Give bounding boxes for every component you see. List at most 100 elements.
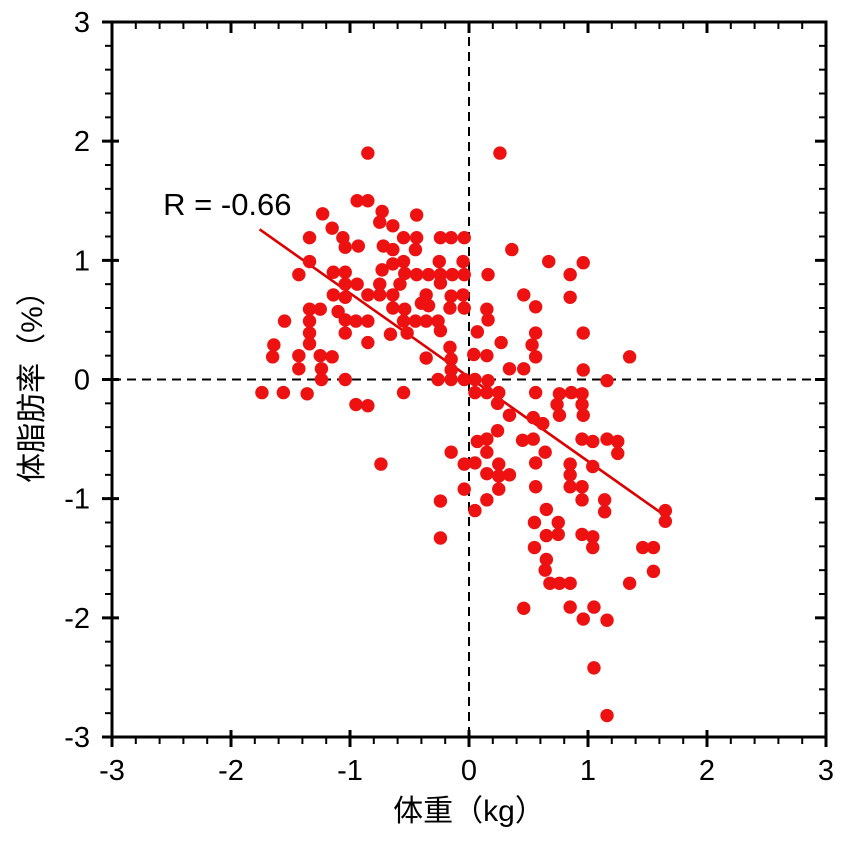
data-point [396,230,411,245]
data-point [505,242,519,257]
plot-frame [110,20,828,739]
data-point [493,146,507,160]
data-point [338,290,352,304]
data-point [552,408,567,422]
data-point [600,432,614,446]
y-tick-label: 3 [74,7,90,39]
data-point [480,348,494,363]
data-point [444,445,458,459]
data-point [338,326,352,340]
data-point [538,563,552,577]
data-point [528,385,543,400]
data-point [586,459,600,474]
data-point [550,397,564,412]
data-point [481,267,495,282]
data-point [302,302,317,316]
data-point [433,494,448,508]
data-point [600,613,614,627]
data-point [600,373,614,388]
data-point [326,265,341,279]
data-point [338,372,352,387]
data-point [563,267,577,282]
data-point [350,194,364,208]
data-point [492,482,506,496]
data-point [551,515,565,530]
data-point [480,466,494,481]
data-point [361,335,375,350]
data-point [528,300,543,314]
data-point [527,515,542,530]
data-point [267,338,281,352]
data-point [502,362,517,376]
data-point [492,469,506,483]
data-point [467,347,481,362]
data-point [456,288,470,302]
data-point [622,350,637,364]
data-point [445,267,460,282]
y-tick-label: -2 [64,603,90,635]
data-point [361,399,375,413]
data-point [468,456,482,470]
data-point [587,661,601,675]
data-point [494,335,508,350]
data-point [526,432,540,446]
data-point [338,277,352,291]
data-point [457,482,471,496]
data-point [302,314,317,328]
y-tick-label: 1 [74,245,90,277]
data-point [536,416,550,431]
data-point [563,468,577,482]
data-point [313,348,327,363]
data-point [563,480,577,494]
data-point [528,350,543,364]
x-tick-label: 0 [461,755,477,787]
data-point [276,385,291,400]
data-point [315,207,330,221]
data-point [373,277,387,291]
data-point [457,301,471,315]
data-point [611,446,625,461]
data-point [539,552,554,567]
data-point [292,348,306,363]
data-point [350,277,364,291]
data-point [597,505,612,519]
data-point [575,527,589,542]
data-point [528,326,543,340]
data-point [551,527,565,542]
data-point [314,372,329,387]
x-tick-label: -1 [337,755,363,787]
data-point [409,208,424,222]
data-point [646,564,661,579]
data-point [481,373,495,388]
data-point [314,362,329,376]
data-point [480,302,494,316]
data-point [302,254,317,269]
data-point [408,314,423,328]
x-axis-label: 体重（kg） [393,795,545,828]
x-tick-label: 3 [818,755,834,787]
data-point [396,254,411,269]
data-point [552,576,567,590]
data-point [431,372,445,387]
data-point [444,289,458,303]
data-point [444,230,458,245]
data-point [375,204,389,219]
data-point [563,290,577,304]
data-point [597,493,612,507]
data-point [490,396,505,411]
data-point [563,576,577,590]
data-point [255,385,269,400]
data-point [400,326,414,340]
data-point [432,254,446,269]
data-point [517,288,531,302]
correlation-annotation: R = -0.66 [163,187,291,222]
data-point [658,503,673,518]
data-point [444,352,458,366]
data-point [576,363,590,377]
data-point [433,531,448,545]
data-point [515,433,530,447]
data-point [386,219,400,233]
data-point [658,514,673,529]
data-point [457,372,471,387]
data-point [490,424,505,438]
